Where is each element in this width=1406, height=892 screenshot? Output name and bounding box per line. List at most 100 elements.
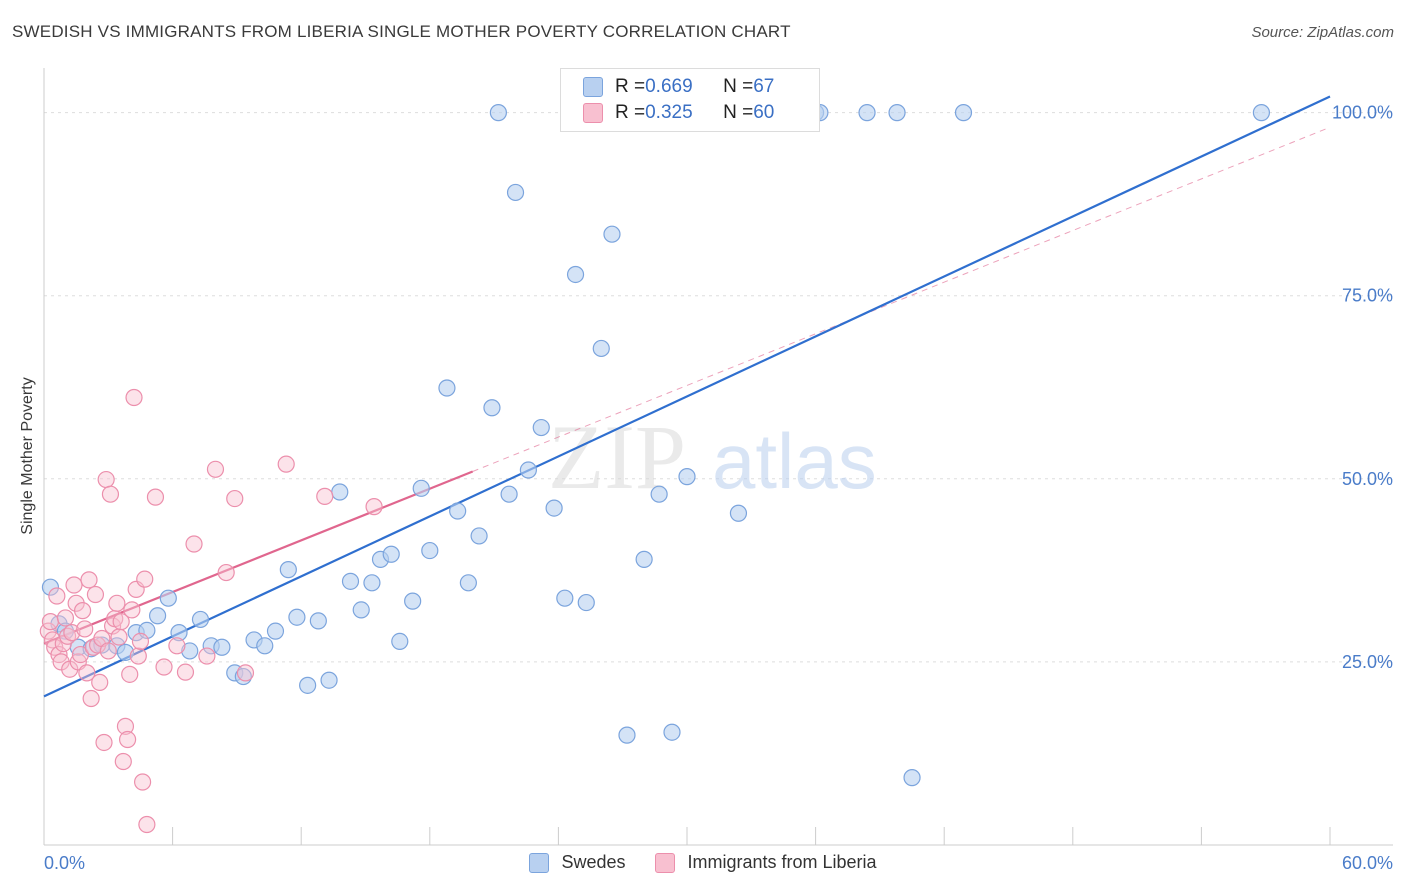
point-liberia [118, 730, 137, 749]
point-swedes [352, 601, 370, 619]
point-liberia [176, 663, 195, 681]
bottom-legend-label: Immigrants from Liberia [687, 852, 877, 872]
point-swedes [266, 622, 285, 640]
bottom-legend-swatch-blue [529, 852, 550, 873]
y-tick-label: 25.0% [1342, 652, 1393, 672]
trendline-swedes [43, 95, 1331, 698]
point-swedes [256, 637, 274, 655]
point-liberia [121, 665, 139, 683]
legend-n-value: 60 [753, 102, 775, 123]
point-swedes [1252, 104, 1271, 122]
point-liberia [114, 752, 132, 771]
point-swedes [577, 593, 595, 612]
legend-n-label: N = [723, 102, 754, 123]
point-liberia [78, 664, 96, 682]
point-liberia [65, 576, 83, 594]
point-swedes [438, 379, 456, 397]
points-liberia [39, 388, 383, 834]
point-liberia [129, 647, 147, 665]
point-liberia [56, 609, 75, 627]
chart-title: SWEDISH VS IMMIGRANTS FROM LIBERIA SINGL… [12, 22, 791, 41]
point-swedes [954, 104, 973, 122]
x-tick-label: 60.0% [1342, 853, 1393, 873]
bottom-legend-swedes: Swedes [529, 852, 625, 873]
trendlines [43, 95, 1331, 698]
point-liberia [108, 594, 126, 612]
trendline-liberia [43, 470, 474, 645]
point-liberia [73, 602, 92, 620]
point-liberia [155, 658, 173, 676]
point-swedes [500, 485, 518, 503]
point-liberia [99, 642, 117, 660]
point-swedes [592, 339, 610, 358]
point-liberia [116, 717, 135, 735]
point-liberia [146, 488, 165, 506]
point-swedes [404, 592, 422, 610]
x-tick-label: 0.0% [44, 853, 85, 873]
bottom-legend: Swedes Immigrants from Liberia [0, 852, 1406, 873]
point-swedes [519, 461, 537, 479]
point-liberia [101, 485, 120, 503]
y-axis-label: Single Mother Poverty [19, 377, 36, 535]
point-swedes [170, 624, 188, 642]
point-liberia [80, 571, 98, 589]
point-swedes [729, 504, 748, 522]
point-swedes [279, 561, 297, 579]
point-liberia [138, 815, 156, 834]
watermark-atlas: atlas [712, 417, 877, 505]
point-swedes [449, 502, 467, 520]
point-liberia [217, 563, 235, 582]
point-swedes [459, 574, 477, 592]
point-swedes [888, 104, 906, 122]
point-swedes [903, 769, 921, 787]
point-swedes [299, 676, 317, 694]
point-swedes [213, 638, 231, 656]
point-swedes [412, 479, 430, 497]
points-swedes [41, 104, 1271, 787]
point-swedes [391, 632, 409, 650]
source-label: Source: ZipAtlas.com [1251, 24, 1394, 41]
point-swedes [288, 608, 306, 626]
point-liberia [82, 689, 100, 708]
point-liberia [226, 489, 244, 508]
point-swedes [181, 642, 199, 660]
legend-n-label: N = [723, 76, 754, 97]
point-liberia [136, 570, 154, 588]
point-swedes [320, 671, 338, 689]
bottom-legend-liberia: Immigrants from Liberia [655, 852, 877, 873]
point-swedes [858, 104, 876, 122]
legend-r-value: 0.325 [645, 102, 693, 123]
legend-r-label: R = [615, 76, 646, 97]
point-liberia [365, 498, 383, 516]
point-swedes [421, 541, 439, 560]
legend: R = 0.669 N = 67 R = 0.325 N = 60 [560, 68, 820, 132]
point-swedes [41, 578, 60, 596]
point-swedes [603, 225, 621, 243]
point-liberia [41, 613, 60, 631]
point-swedes [618, 726, 636, 744]
point-swedes [566, 265, 585, 284]
point-swedes [678, 468, 696, 486]
gridlines [44, 112, 1393, 663]
point-liberia [123, 601, 141, 619]
point-liberia [91, 673, 109, 692]
axes [43, 68, 1393, 846]
bottom-legend-swatch-pink [655, 852, 676, 873]
point-liberia [236, 664, 255, 682]
point-swedes [138, 621, 156, 640]
point-liberia [133, 773, 152, 791]
point-liberia [110, 628, 128, 646]
point-liberia [125, 388, 143, 407]
point-liberia [48, 587, 66, 605]
legend-row-liberia: R = 0.325 N = 60 [583, 101, 774, 125]
point-liberia [95, 733, 113, 752]
point-swedes [331, 483, 349, 501]
point-swedes [545, 499, 563, 517]
point-swedes [116, 643, 135, 661]
point-swedes [309, 612, 327, 630]
legend-r-value: 0.669 [645, 76, 693, 97]
point-liberia [198, 647, 216, 665]
point-swedes [489, 104, 507, 122]
bottom-legend-label: Swedes [561, 852, 626, 872]
legend-swatch-blue [583, 77, 603, 97]
